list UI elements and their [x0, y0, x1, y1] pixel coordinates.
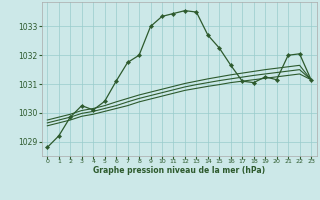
- X-axis label: Graphe pression niveau de la mer (hPa): Graphe pression niveau de la mer (hPa): [93, 166, 265, 175]
